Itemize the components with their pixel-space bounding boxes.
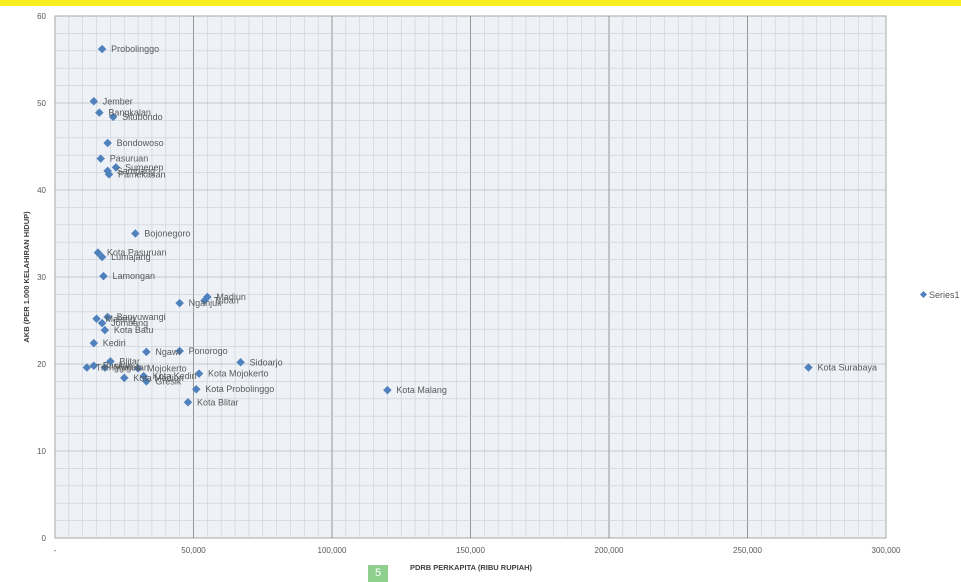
legend-marker xyxy=(919,290,928,299)
data-label: Nganjuk xyxy=(189,298,223,308)
data-label: Kediri xyxy=(103,338,126,348)
data-label: Bojonegoro xyxy=(144,229,190,239)
data-point xyxy=(194,369,204,378)
data-points xyxy=(82,44,813,407)
data-point xyxy=(106,357,115,366)
y-tick-label: 40 xyxy=(37,186,46,195)
data-point xyxy=(175,346,184,356)
data-label: Sumenep xyxy=(125,162,164,172)
x-tick-label: - xyxy=(54,546,57,555)
data-label: Blitar xyxy=(119,356,140,366)
data-point xyxy=(131,229,140,238)
data-label: Kota Batu xyxy=(114,325,154,335)
data-label: Kota Kediri xyxy=(153,371,197,381)
data-point xyxy=(103,138,112,148)
data-point xyxy=(96,154,105,163)
data-label: Ngawi xyxy=(155,347,180,357)
data-point xyxy=(108,112,118,122)
data-point xyxy=(95,108,104,117)
data-point xyxy=(133,364,143,373)
data-label: Magetan xyxy=(114,362,149,372)
x-axis-title: PDRB PERKAPITA (RIBU RUPIAH) xyxy=(410,563,533,572)
y-axis-ticks: 0 10 20 30 40 50 60 xyxy=(37,12,46,543)
data-point xyxy=(804,363,813,372)
data-label: Kota Madiun xyxy=(133,373,184,383)
data-label: Lamongan xyxy=(112,271,155,281)
x-tick-label: 200,000 xyxy=(595,546,624,555)
page-number-badge: 5 xyxy=(368,565,388,582)
data-label: Jember xyxy=(103,96,133,106)
data-point xyxy=(97,44,107,54)
data-point xyxy=(200,296,209,305)
data-point xyxy=(100,363,110,372)
data-label: Kota Mojokerto xyxy=(208,369,269,379)
x-tick-label: 150,000 xyxy=(456,546,485,555)
data-label: Trenggalek xyxy=(96,362,141,372)
data-label: Banyuwangi xyxy=(117,312,166,322)
data-label: Kota Malang xyxy=(396,385,447,395)
data-label: Pacitan xyxy=(103,361,133,371)
data-label: Pamekasan xyxy=(118,169,166,179)
legend: Series1 xyxy=(919,290,960,300)
data-point xyxy=(97,318,107,328)
data-label: Madiun xyxy=(216,292,246,302)
data-point xyxy=(92,314,101,324)
data-label: Gresik xyxy=(155,376,182,386)
data-point xyxy=(120,373,129,383)
y-tick-label: 10 xyxy=(37,447,46,456)
legend-entry: Series1 xyxy=(929,290,960,300)
data-point xyxy=(175,298,184,308)
data-point xyxy=(89,338,99,348)
chart-gridlines xyxy=(54,15,887,539)
y-tick-label: 20 xyxy=(37,360,46,369)
data-point xyxy=(183,398,193,407)
data-point xyxy=(142,377,151,386)
y-axis-title: AKB (PER 1.000 KELAHIRAN HIDUP) xyxy=(22,211,31,343)
x-tick-label: 100,000 xyxy=(318,546,347,555)
data-label: Bondowoso xyxy=(117,138,164,148)
data-label: Sampang xyxy=(117,166,156,176)
data-label: Bangkalan xyxy=(108,108,151,118)
data-label: Mojokerto xyxy=(147,363,187,373)
data-label: Malang xyxy=(106,314,136,324)
y-tick-label: 30 xyxy=(37,273,46,282)
x-axis-ticks: - 50,000 100,000 150,000 200,000 250,000 300,0… xyxy=(54,546,901,555)
data-label: Kota Probolinggo xyxy=(205,384,274,394)
x-tick-label: 300,000 xyxy=(872,546,901,555)
y-tick-label: 0 xyxy=(42,534,47,543)
data-label: Probolinggo xyxy=(111,44,159,54)
data-label: Lumajang xyxy=(111,252,151,262)
data-point xyxy=(99,271,108,281)
data-label: Pasuruan xyxy=(110,154,149,164)
top-banner-strip xyxy=(0,0,961,6)
data-label: Tuban xyxy=(214,295,239,305)
x-tick-label: 250,000 xyxy=(733,546,762,555)
data-label: Ponorogo xyxy=(189,346,228,356)
data-point xyxy=(89,97,99,106)
data-label: Kota Blitar xyxy=(197,397,239,407)
data-point xyxy=(142,347,151,357)
data-point xyxy=(192,384,201,394)
data-label: Kota Surabaya xyxy=(817,362,877,372)
x-tick-label: 50,000 xyxy=(181,546,206,555)
data-point xyxy=(104,170,114,179)
data-point xyxy=(236,358,245,367)
y-tick-label: 60 xyxy=(37,12,46,21)
y-tick-label: 50 xyxy=(37,99,46,108)
data-point xyxy=(383,385,392,395)
data-point xyxy=(103,312,112,322)
data-point xyxy=(93,248,103,257)
data-label: Situbondo xyxy=(122,112,163,122)
data-point xyxy=(111,163,121,172)
data-label: Jombang xyxy=(111,318,148,328)
data-point xyxy=(82,363,92,372)
data-point xyxy=(100,325,110,335)
data-point xyxy=(89,361,99,370)
data-label: Sidoarjo xyxy=(250,357,283,367)
data-label: Kota Pasuruan xyxy=(107,248,167,258)
